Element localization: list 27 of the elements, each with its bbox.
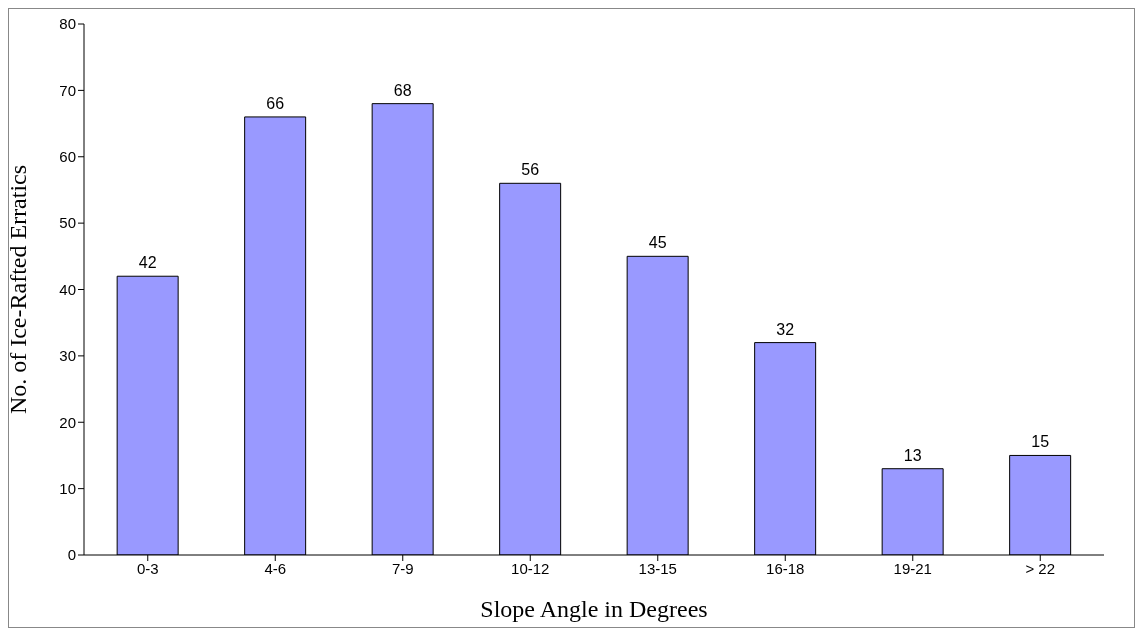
y-tick-label: 50 (59, 214, 76, 232)
y-axis-title: No. of Ice-Rafted Erratics (4, 164, 31, 415)
x-tick-label: 0-3 (136, 559, 159, 577)
data-label: 68 (393, 81, 412, 99)
x-tick-label: > 22 (1025, 559, 1056, 577)
y-tick-label: 0 (67, 546, 76, 564)
data-label: 42 (138, 254, 157, 272)
x-tick-label: 19-21 (893, 559, 932, 577)
y-tick-label: 60 (59, 148, 76, 166)
x-tick-label: 16-18 (766, 559, 805, 577)
x-tick-label: 4-6 (264, 559, 287, 577)
data-label: 45 (648, 234, 667, 252)
data-label: 13 (903, 446, 922, 464)
data-label: 32 (776, 320, 795, 338)
y-tick-label: 80 (59, 15, 76, 33)
y-tick-label: 20 (59, 413, 76, 431)
data-label: 66 (266, 94, 285, 112)
data-label: 15 (1031, 433, 1050, 451)
y-tick-label: 10 (59, 479, 76, 497)
y-tick-label: 70 (59, 81, 76, 99)
data-label: 56 (521, 161, 540, 179)
x-tick-label: 7-9 (391, 559, 414, 577)
y-tick-label: 40 (59, 280, 76, 298)
x-axis-title: Slope Angle in Degrees (480, 596, 708, 622)
x-tick-label: 13-15 (638, 559, 677, 577)
x-tick-label: 10-12 (511, 559, 550, 577)
y-tick-label: 30 (59, 347, 76, 365)
